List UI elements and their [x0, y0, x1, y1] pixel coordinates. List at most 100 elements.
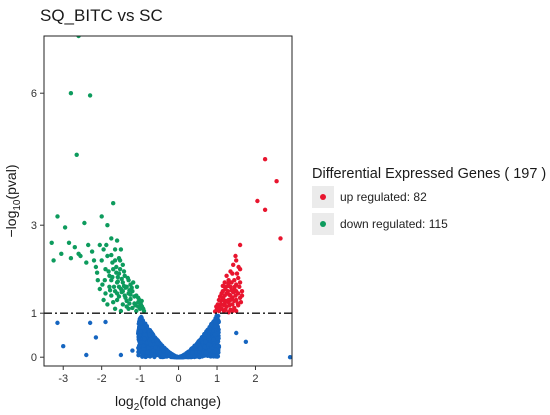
point-not-significant	[186, 354, 191, 360]
legend-key-down	[312, 213, 334, 235]
point-not-significant	[153, 345, 158, 350]
point-down-regulated	[118, 308, 124, 314]
point-down-regulated	[132, 294, 137, 299]
not-significant-points	[55, 313, 292, 360]
point-down-regulated	[112, 247, 118, 252]
point-down-regulated	[101, 247, 106, 252]
point-not-significant	[141, 347, 146, 352]
point-not-significant	[193, 343, 199, 349]
legend-title: Differential Expressed Genes ( 197 )	[312, 166, 547, 182]
point-up-regulated	[233, 253, 238, 259]
point-down-regulated	[124, 304, 129, 309]
point-up-regulated	[227, 303, 232, 308]
point-up-regulated	[234, 271, 240, 276]
point-not-significant	[142, 336, 147, 342]
point-down-regulated	[111, 300, 116, 305]
point-not-significant	[203, 332, 208, 337]
point-down-regulated	[68, 91, 74, 96]
point-up-regulated	[236, 275, 241, 281]
y-axis-title: −log10(pval)	[3, 165, 23, 238]
point-up-regulated	[223, 307, 228, 312]
point-not-significant	[137, 332, 142, 338]
significant-points	[49, 36, 283, 315]
point-not-significant	[147, 329, 152, 334]
point-down-regulated	[111, 284, 117, 289]
point-down-regulated	[114, 270, 119, 275]
point-not-significant	[138, 316, 143, 322]
legend: Differential Expressed Genes ( 197 ) up …	[312, 166, 546, 236]
point-up-regulated	[232, 298, 237, 304]
legend-key-up	[312, 186, 334, 208]
point-down-regulated	[115, 279, 121, 284]
point-down-regulated	[93, 264, 99, 270]
point-not-significant	[203, 339, 208, 345]
point-down-regulated	[122, 273, 127, 278]
point-not-significant	[140, 325, 145, 330]
point-up-regulated	[222, 293, 227, 298]
point-not-significant	[157, 350, 162, 355]
point-up-regulated	[228, 297, 233, 303]
point-down-regulated	[103, 267, 108, 272]
point-down-regulated	[127, 301, 132, 306]
point-not-significant	[243, 339, 249, 344]
legend-item-up: up regulated: 82	[312, 185, 546, 209]
point-down-regulated	[97, 242, 103, 248]
point-down-regulated	[117, 258, 123, 263]
point-up-regulated	[234, 258, 239, 263]
point-up-regulated	[235, 301, 240, 306]
point-down-regulated	[121, 269, 127, 274]
point-down-regulated	[134, 284, 140, 289]
point-not-significant	[215, 336, 220, 341]
point-down-regulated	[89, 249, 95, 254]
point-up-regulated	[262, 207, 268, 212]
point-not-significant	[145, 350, 150, 355]
legend-item-down: down regulated: 115	[312, 212, 546, 236]
point-down-regulated	[120, 280, 126, 285]
point-down-regulated	[100, 282, 105, 287]
point-up-regulated	[237, 280, 243, 285]
point-not-significant	[151, 348, 156, 353]
point-down-regulated	[131, 280, 136, 285]
point-down-regulated	[118, 247, 124, 252]
red-dot-icon	[320, 194, 326, 200]
point-down-regulated	[99, 214, 104, 219]
x-axis: -3 -2 -1 0 1 2	[58, 366, 259, 385]
point-down-regulated	[59, 251, 64, 256]
point-down-regulated	[119, 276, 124, 282]
y-axis: 0 1 3 6	[31, 88, 44, 364]
point-down-regulated	[107, 288, 113, 293]
point-down-regulated	[114, 238, 120, 243]
point-down-regulated	[49, 240, 54, 245]
x-tick-label: -3	[58, 373, 68, 385]
point-down-regulated	[114, 264, 119, 270]
point-up-regulated	[255, 198, 260, 204]
green-dot-icon	[320, 221, 326, 227]
point-not-significant	[215, 343, 220, 349]
point-not-significant	[138, 340, 143, 345]
point-up-regulated	[217, 305, 223, 311]
point-up-regulated	[237, 284, 242, 289]
point-not-significant	[136, 347, 142, 352]
point-up-regulated	[239, 289, 245, 294]
series-down-regulated	[49, 36, 147, 314]
point-down-regulated	[101, 297, 106, 303]
point-not-significant	[87, 320, 93, 326]
point-not-significant	[55, 320, 60, 326]
point-up-regulated	[234, 289, 239, 294]
point-down-regulated	[97, 286, 103, 292]
point-down-regulated	[141, 306, 146, 311]
point-not-significant	[93, 335, 99, 340]
point-down-regulated	[114, 297, 120, 303]
point-down-regulated	[123, 285, 128, 290]
point-down-regulated	[74, 152, 79, 157]
y-tick-label: 1	[31, 308, 37, 320]
point-not-significant	[142, 332, 148, 337]
point-down-regulated	[102, 278, 108, 283]
point-not-significant	[130, 348, 135, 353]
point-down-regulated	[91, 258, 97, 263]
point-up-regulated	[224, 273, 229, 278]
point-down-regulated	[105, 253, 110, 259]
point-up-regulated	[222, 280, 227, 285]
point-not-significant	[103, 319, 108, 325]
point-down-regulated	[110, 274, 115, 280]
